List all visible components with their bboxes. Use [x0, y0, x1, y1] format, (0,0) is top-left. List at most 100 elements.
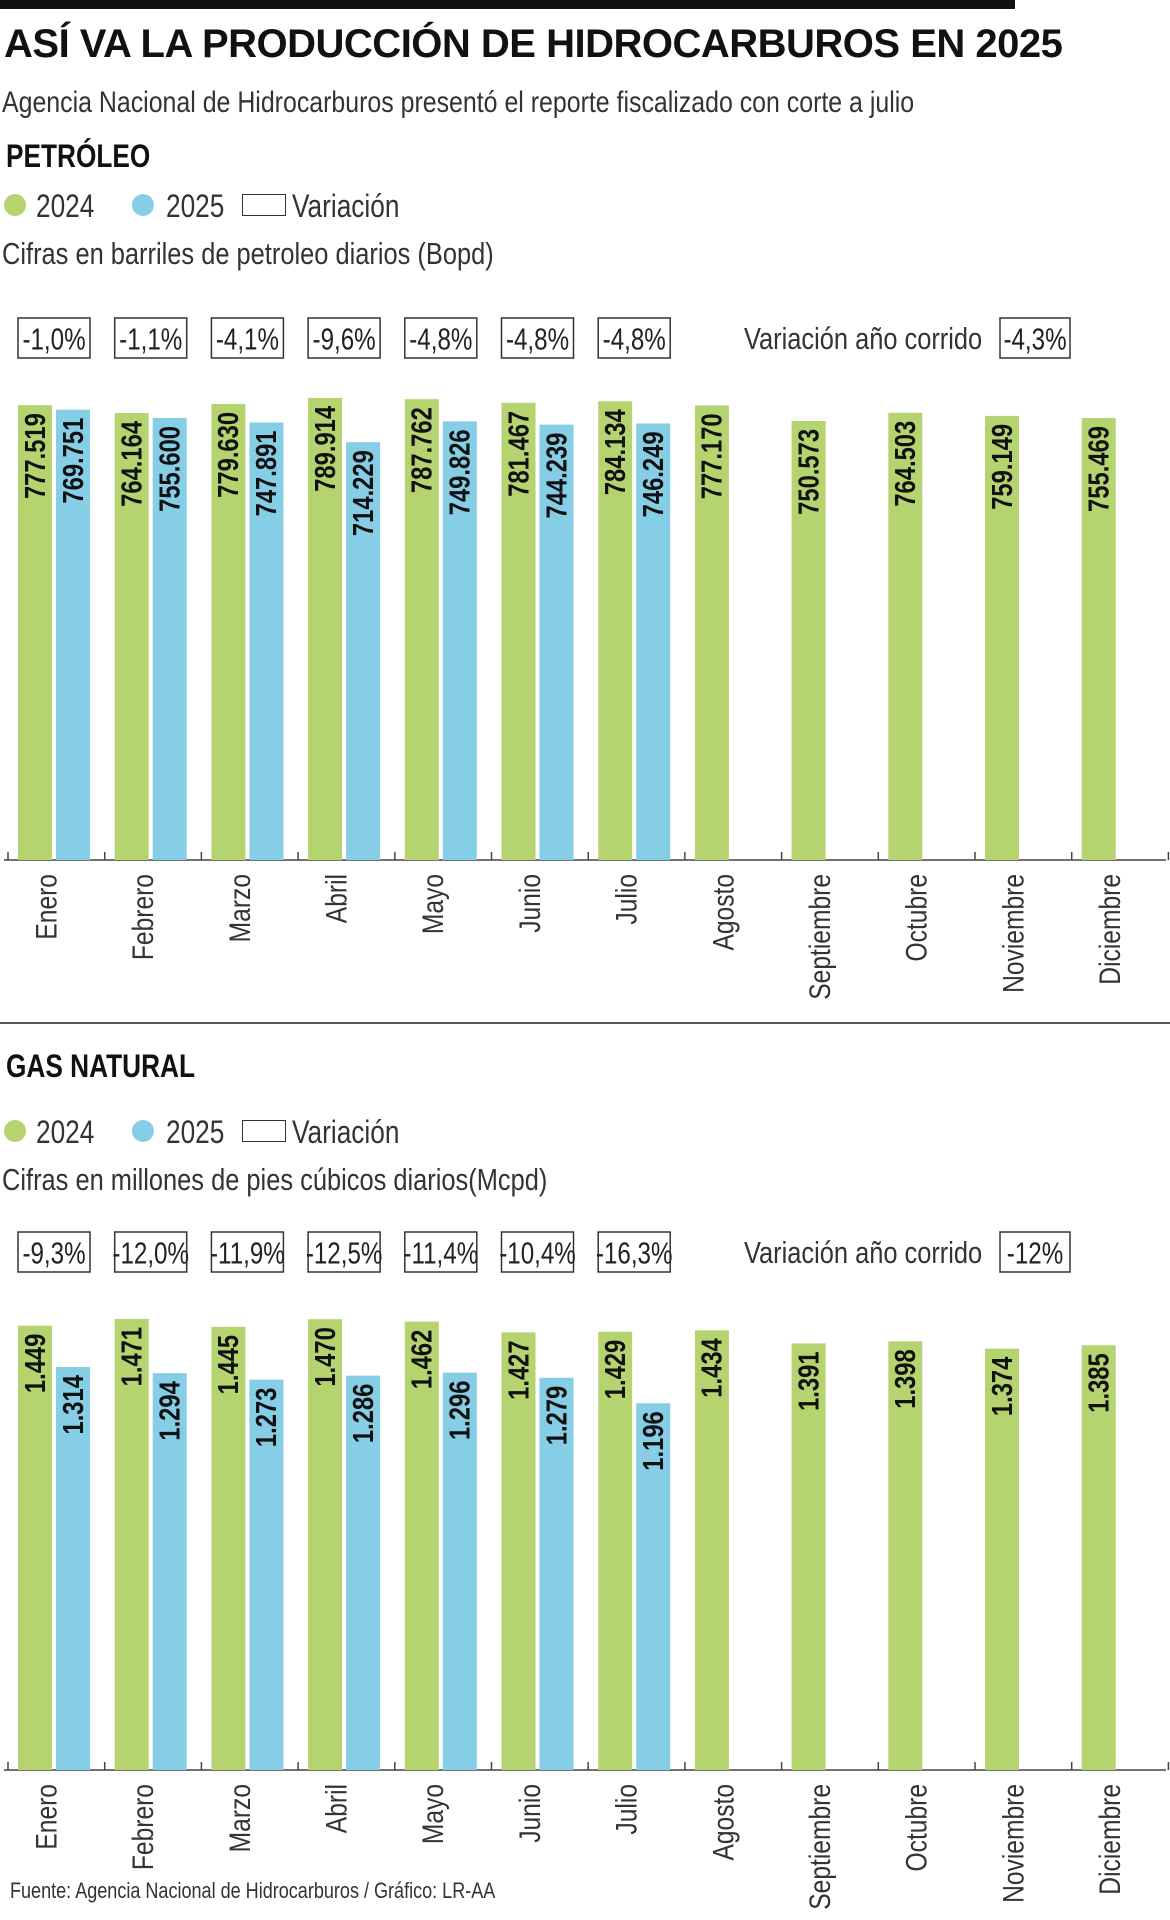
bar-2024 [211, 403, 246, 860]
data-label-2024: 777.170 [695, 413, 728, 499]
ytd-value: -4,3% [1003, 322, 1066, 357]
bar-2025 [249, 1379, 284, 1770]
bar-2024 [501, 1332, 536, 1770]
variation-value: -12,0% [112, 1236, 189, 1271]
category-label: Diciembre [1093, 1784, 1127, 1895]
variation-value: -1,0% [22, 322, 85, 357]
data-label-2025: 1.273 [250, 1388, 283, 1447]
data-label-2024: 1.398 [889, 1349, 922, 1408]
data-label-2025: 1.296 [443, 1381, 476, 1440]
data-label-2025: 769.751 [57, 418, 90, 504]
data-label-2024: 1.427 [502, 1340, 535, 1399]
data-label-2024: 1.385 [1082, 1353, 1115, 1412]
data-label-2024: 759.149 [986, 424, 1019, 510]
bar-2024 [404, 1321, 439, 1770]
data-label-2025: 1.314 [57, 1375, 90, 1435]
data-label-2024: 1.445 [212, 1335, 245, 1394]
data-label-2025: 1.286 [347, 1384, 380, 1443]
bar-2025 [346, 1375, 381, 1770]
source-note: Fuente: Agencia Nacional de Hidrocarburo… [10, 1878, 496, 1903]
variation-box [597, 317, 671, 359]
section-divider [0, 1022, 1170, 1024]
data-label-2024: 1.434 [695, 1338, 728, 1398]
bar-2025 [152, 1373, 187, 1770]
data-label-2025: 1.279 [540, 1386, 573, 1445]
data-label-2024: 779.630 [212, 412, 245, 498]
category-label: Julio [609, 1784, 643, 1835]
legend-2024-label: 2024 [36, 188, 95, 224]
data-label-2024: 1.391 [792, 1351, 825, 1410]
bar-2024 [114, 1318, 149, 1770]
ytd-label: Variación año corrido [744, 1236, 982, 1271]
data-label-2024: 1.374 [986, 1356, 1019, 1416]
data-label-2024: 1.470 [309, 1327, 342, 1386]
bar-2024 [18, 405, 52, 860]
variation-value: -9,6% [313, 322, 376, 357]
legend-variation-swatch [242, 194, 286, 216]
variation-value: -4,8% [506, 322, 569, 357]
category-label: Abril [319, 874, 353, 923]
category-label: Febrero [126, 874, 160, 960]
variation-box [17, 317, 91, 359]
data-label-2024: 777.519 [19, 413, 52, 499]
variation-box [307, 317, 381, 359]
bar-2024 [1081, 418, 1116, 860]
page-title: ASÍ VA LA PRODUCCIÓN DE HIDROCARBUROS EN… [4, 22, 1063, 66]
bar-2024 [888, 412, 923, 860]
variation-value: -1,1% [119, 322, 182, 357]
ytd-box [999, 317, 1071, 359]
data-label-2024: 787.762 [405, 407, 438, 493]
bar-2024 [404, 399, 439, 860]
legend-variation-label: Variación [292, 1114, 400, 1150]
category-label: Agosto [706, 874, 740, 951]
variation-box [597, 1231, 671, 1273]
bar-2025 [636, 423, 671, 860]
data-label-2024: 784.134 [599, 409, 632, 495]
data-label-2025: 747.891 [250, 430, 283, 516]
bar-2025 [56, 1367, 90, 1770]
category-label: Mayo [416, 1784, 450, 1844]
bar-2024 [598, 1331, 633, 1770]
bar-2024 [308, 397, 343, 860]
data-label-2025: 749.826 [443, 429, 476, 515]
bar-2025 [636, 1403, 671, 1770]
oil-chart: 777.519 764.164 779.630 789.914 787.762 781.4… [4, 317, 1170, 1000]
data-label-2025: 746.249 [637, 431, 670, 517]
variation-value: -9,3% [22, 1236, 85, 1271]
bar-2025 [249, 422, 284, 860]
variation-value: -10,4% [499, 1236, 576, 1271]
bar-2024 [985, 415, 1019, 860]
gas-section-title: GAS NATURAL [6, 1048, 196, 1084]
data-label-2025: 1.196 [637, 1411, 670, 1470]
legend-2025-swatch [132, 1120, 154, 1142]
legend-2024-label: 2024 [36, 1114, 95, 1150]
bar-2024 [985, 1348, 1019, 1770]
variation-box [113, 1231, 188, 1273]
category-label: Octubre [899, 874, 933, 961]
bar-2025 [539, 1377, 574, 1770]
legend-variation-label: Variación [292, 188, 400, 224]
bar-2025 [152, 417, 187, 860]
data-label-2024: 1.462 [405, 1330, 438, 1389]
bar-2024 [114, 412, 149, 860]
gas-units: Cifras en millones de pies cúbicos diari… [2, 1162, 548, 1197]
legend-2025-label: 2025 [166, 1114, 225, 1150]
top-rule [0, 0, 1015, 9]
category-label: Julio [609, 874, 643, 925]
legend-2024-swatch [4, 1120, 26, 1142]
bar-2025 [346, 442, 381, 860]
category-label: Octubre [899, 1784, 933, 1871]
data-label-2025: 1.294 [153, 1381, 186, 1441]
bar-2025 [442, 1372, 477, 1770]
category-label: Diciembre [1093, 874, 1127, 985]
bar-2024 [791, 1343, 826, 1770]
bar-2025 [539, 424, 574, 860]
variation-box [404, 317, 478, 359]
ytd-label: Variación año corrido [744, 322, 982, 357]
data-label-2024: 789.914 [309, 406, 342, 492]
data-label-2024: 1.429 [599, 1340, 632, 1399]
oil-units: Cifras en barriles de petroleo diarios (… [2, 236, 494, 271]
variation-box [500, 1231, 575, 1273]
bar-2024 [18, 1325, 52, 1770]
